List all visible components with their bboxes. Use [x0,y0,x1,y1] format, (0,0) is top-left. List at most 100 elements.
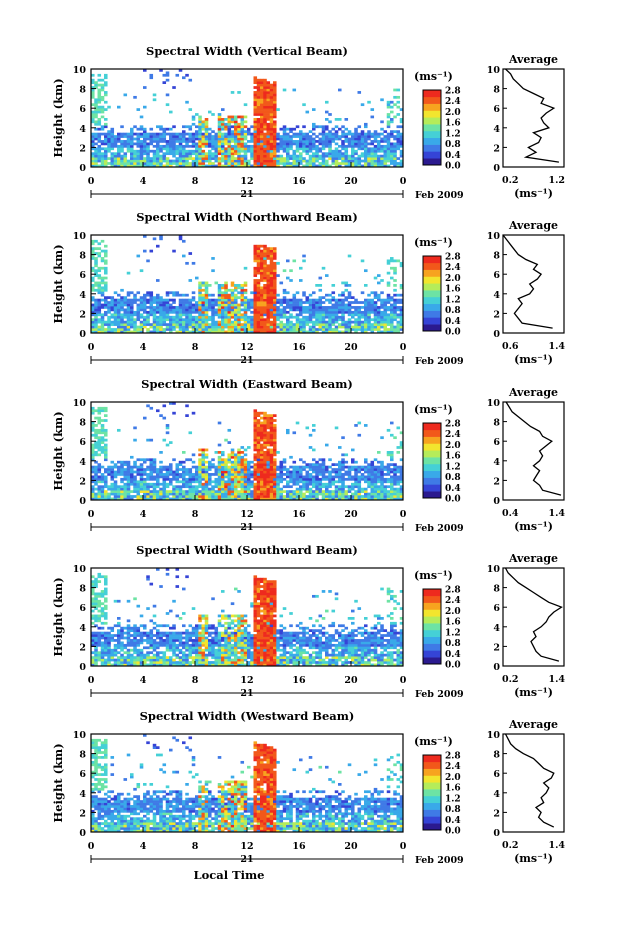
heatmap-cell [377,135,381,138]
heatmap-cell [195,138,199,141]
heatmap-cell [364,147,368,150]
heatmap-cell [390,306,394,309]
heatmap-cell [270,299,274,302]
heatmap-cell [328,483,332,486]
heatmap-cell [169,152,173,155]
heatmap-cell [384,309,388,312]
heatmap-cell [205,318,209,321]
heatmap-cell [289,466,293,469]
heatmap-cell [114,318,118,321]
heatmap-cell [312,162,316,165]
heatmap-cell [254,255,258,258]
heatmap-cell [195,323,199,326]
heatmap-cell [211,294,215,297]
heatmap-cell [374,490,378,493]
heatmap-cell [208,145,212,148]
heatmap-cell [319,311,323,314]
heatmap-cell [218,160,222,163]
heatmap-cell [211,318,215,321]
heatmap-cell [374,294,378,297]
heatmap-cell [384,473,388,476]
heatmap-cell [208,488,212,491]
heatmap-cell [315,466,319,469]
heatmap-cell [390,456,394,459]
heatmap-cell [390,152,394,155]
heatmap-cell [354,471,358,474]
heatmap-cell [273,274,277,277]
heatmap-cell [101,409,105,412]
heatmap-cell [234,130,238,133]
heatmap-cell [153,237,157,240]
heatmap-cell [133,296,137,299]
heatmap-cell [280,304,284,307]
heatmap-cell [205,304,209,307]
heatmap-cell [270,272,274,275]
heatmap-cell [280,140,284,143]
heatmap-cell [198,476,202,479]
heatmap-cell [393,471,397,474]
heatmap-cell [267,257,271,260]
profile-y-tick-label: 0 [493,329,500,340]
heatmap-cell [315,468,319,471]
heatmap-cell [267,309,271,312]
heatmap-cell [228,488,232,491]
heatmap-cell [198,130,202,133]
heatmap-cell [205,321,209,324]
heatmap-cell [351,133,355,136]
heatmap-cell [367,328,371,331]
heatmap-cell [114,471,118,474]
heatmap-cell [354,306,358,309]
heatmap-cell [153,468,157,471]
heatmap-cell [254,269,258,272]
heatmap-cell [98,306,102,309]
heatmap-cell [104,429,108,432]
heatmap-cell [176,480,180,483]
heatmap-cell [280,143,284,146]
heatmap-cell [163,152,167,155]
x-tick-label: 8 [192,176,199,187]
heatmap-cell [257,260,261,263]
heatmap-cell [374,152,378,155]
heatmap-cell [192,140,196,143]
heatmap-cell [250,133,254,136]
heatmap-cell [371,301,375,304]
heatmap-cell [273,461,277,464]
heatmap-cell [98,321,102,324]
heatmap-cell [208,483,212,486]
heatmap-cell [104,76,108,79]
heatmap-cell [263,451,267,454]
heatmap-cell [387,493,391,496]
heatmap-cell [260,252,264,255]
heatmap-cell [153,323,157,326]
heatmap-cell [228,441,232,444]
heatmap-cell [293,140,297,143]
heatmap-cell [361,135,365,138]
heatmap-cell [127,304,131,307]
heatmap-cell [260,155,264,158]
heatmap-cell [364,152,368,155]
heatmap-cell [351,145,355,148]
heatmap-cell [185,133,189,136]
heatmap-cell [260,272,264,275]
heatmap-cell [393,272,397,275]
heatmap-cell [273,143,277,146]
heatmap-cell [260,286,264,289]
heatmap-cell [107,321,111,324]
heatmap-cell [231,160,235,163]
heatmap-cell [328,147,332,150]
heatmap-cell [182,321,186,324]
heatmap-cell [263,323,267,326]
profile-frame [503,69,564,167]
heatmap-cell [332,155,336,158]
heatmap-cell [384,160,388,163]
heatmap-cell [332,135,336,138]
colorbar-tick-label: 0.4 [445,151,461,161]
heatmap-cell [192,133,196,136]
heatmap-cell [341,483,345,486]
heatmap-cell [211,157,215,160]
heatmap-cell [358,309,362,312]
heatmap-cell [250,321,254,324]
heatmap-cell [263,101,267,104]
heatmap-cell [104,255,108,258]
heatmap-cell [176,291,180,294]
